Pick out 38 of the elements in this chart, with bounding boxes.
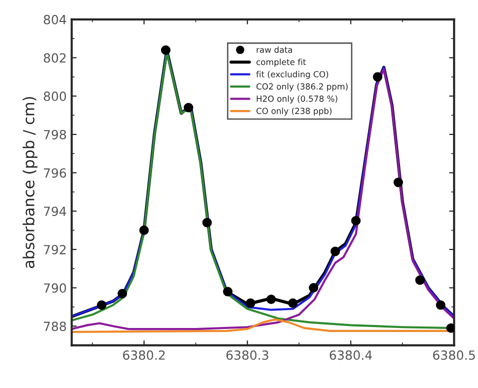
point <box>266 294 276 304</box>
point <box>139 226 149 236</box>
y-tick-label: 790 <box>44 283 66 293</box>
point <box>223 286 233 296</box>
point <box>202 218 212 228</box>
x-tick-label: 6380.4 <box>330 350 372 360</box>
point <box>288 298 298 308</box>
y-tick-label: 798 <box>44 130 66 140</box>
point <box>415 275 425 285</box>
point <box>351 216 361 226</box>
point <box>436 300 446 310</box>
legend-label: H2O only (0.578 %) <box>256 95 338 104</box>
point <box>394 178 404 188</box>
point <box>308 283 318 293</box>
point <box>246 298 256 308</box>
point <box>96 300 106 310</box>
point <box>184 102 194 112</box>
legend-label: CO only (238 ppb) <box>256 108 332 116</box>
legend-label: CO2 only (386.2 ppm) <box>256 83 348 92</box>
x-tick-label: 6380.5 <box>433 350 475 360</box>
y-tick-label: 794 <box>44 206 66 216</box>
x-tick-label: 6380.2 <box>123 350 165 360</box>
point <box>161 45 170 55</box>
y-tick-label: 792 <box>44 244 66 254</box>
y-tick-label: 788 <box>44 322 66 332</box>
y-tick-label: 804 <box>44 14 66 24</box>
legend-label: raw data <box>256 46 292 53</box>
x-tick-label: 6380.3 <box>226 350 268 360</box>
point <box>372 72 382 82</box>
y-tick-label: 800 <box>44 92 66 102</box>
legend-label: complete fit <box>256 58 306 67</box>
y-tick-label: 796 <box>44 168 66 178</box>
point <box>330 246 340 256</box>
y-axis-title: absorbance (ppb / cm) <box>22 97 38 268</box>
y-tick-label: 802 <box>44 53 66 63</box>
legend-label: fit (excluding CO) <box>256 70 328 79</box>
point <box>118 288 128 298</box>
point <box>446 323 454 333</box>
